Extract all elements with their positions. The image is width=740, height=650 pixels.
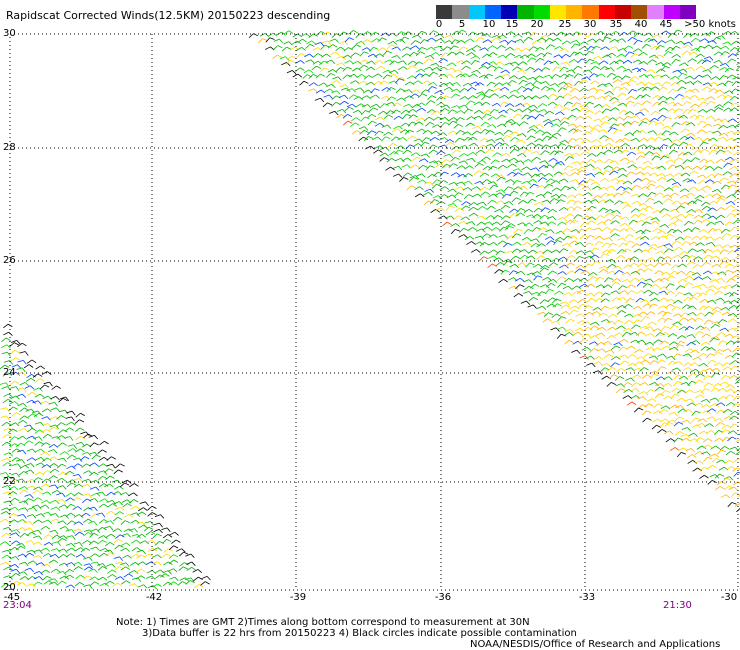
scale-label-25: 25: [558, 19, 572, 30]
scale-swatch: [614, 5, 631, 19]
scale-swatch: [582, 5, 599, 19]
scale-swatch: [484, 5, 501, 19]
scale-swatch: [436, 5, 453, 19]
scale-label-5: 5: [458, 19, 466, 30]
lon-label-30: -30: [720, 592, 738, 603]
map-grid: [10, 33, 738, 590]
scale-label-40: 40: [634, 19, 648, 30]
pass-time-left: 23:04: [3, 600, 32, 611]
scale-swatch: [566, 5, 583, 19]
lat-label-24: 24: [3, 367, 16, 378]
scale-swatch: [452, 5, 469, 19]
scale-label-10: 10: [482, 19, 496, 30]
scale-swatch: [501, 5, 518, 19]
note-line-1: Note: 1) Times are GMT 2)Times along bot…: [116, 617, 530, 628]
lat-label-20: 20: [3, 582, 16, 593]
scale-label-45: 45: [659, 19, 673, 30]
scale-swatch: [647, 5, 664, 19]
lon-label-45: -45: [3, 592, 21, 603]
scale-swatch: [598, 5, 615, 19]
credit-line: NOAA/NESDIS/Office of Research and Appli…: [470, 639, 721, 650]
scale-label-15: 15: [505, 19, 519, 30]
scale-swatch: [549, 5, 566, 19]
lon-label-39: -39: [289, 592, 307, 603]
lon-label-42: -42: [145, 592, 163, 603]
scale-label-50-knots: >50 knots: [684, 19, 736, 30]
lat-label-22: 22: [3, 476, 16, 487]
lat-label-30: 30: [3, 28, 16, 39]
map-title: Rapidscat Corrected Winds(12.5KM) 201502…: [6, 9, 331, 22]
wind-speed-color-scale: [436, 5, 696, 19]
note-line-2: 3)Data buffer is 22 hrs from 20150223 4)…: [142, 628, 577, 639]
pass-time-right: 21:30: [663, 600, 692, 611]
wind-barbs: [0, 29, 740, 590]
scale-label-35: 35: [609, 19, 623, 30]
lat-label-26: 26: [3, 255, 16, 266]
scale-swatch: [631, 5, 648, 19]
map-frame: [9, 33, 739, 591]
lon-label-33: -33: [578, 592, 596, 603]
scale-swatch: [679, 5, 696, 19]
scale-swatch: [517, 5, 534, 19]
scale-label-0: 0: [435, 19, 443, 30]
lon-label-36: -36: [434, 592, 452, 603]
scale-swatch: [663, 5, 680, 19]
scale-label-30: 30: [583, 19, 597, 30]
scale-label-20: 20: [530, 19, 544, 30]
scale-swatch: [533, 5, 550, 19]
scale-swatch: [468, 5, 485, 19]
lat-label-28: 28: [3, 142, 16, 153]
